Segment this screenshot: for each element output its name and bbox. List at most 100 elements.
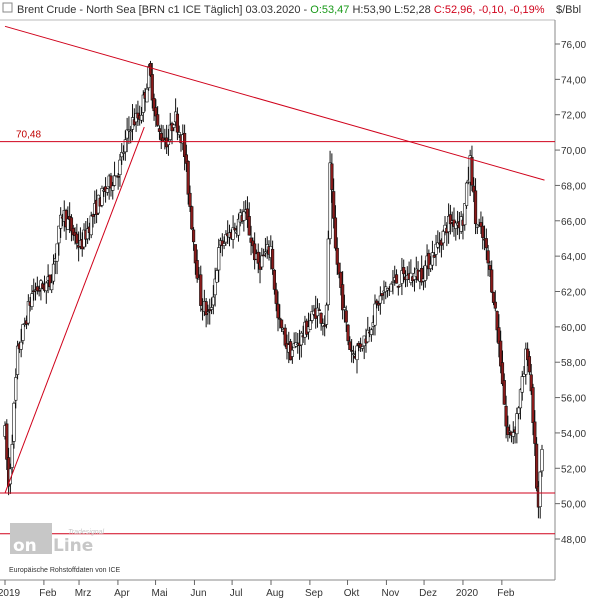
candle-body [5,423,9,460]
candle-body [111,185,115,191]
x-tick-label: 2020 [456,588,479,599]
y-tick-label: 50,00 [561,500,586,511]
candle-body [278,317,282,320]
candle-body [30,293,34,307]
candle-body [488,265,492,270]
candle-body [355,345,359,361]
candle-body [150,74,154,101]
candle-body [12,402,16,442]
x-tick-label: Apr [114,588,130,599]
logo-box [10,523,52,554]
candle-body [533,421,537,444]
header-checkbox[interactable] [2,2,13,13]
candle-body [10,444,14,468]
y-tick-label: 76,00 [561,40,586,51]
candle-body [378,295,382,304]
online-logo: on Line Tradesignal [10,523,105,556]
candle-body [57,225,61,244]
candle-body [139,114,144,121]
candle-body [233,228,237,231]
candle-body [481,225,485,238]
candle-body [118,159,122,176]
candle-body [538,471,542,507]
candle-body [15,345,20,375]
candle-body [540,449,544,472]
candle-body [274,289,278,304]
candle-body [199,274,203,306]
candle-body [182,132,187,157]
header: Brent Crude - North Sea [BRN c1 ICE Tägl… [2,2,581,16]
candle-body [112,175,117,186]
candle-body [44,282,48,292]
candle-body [423,264,427,281]
candle-body [470,156,474,186]
candle-body [504,405,508,427]
candle-body [191,229,196,243]
candle-body [394,274,399,284]
candle-body [256,251,260,264]
candle-body [350,350,354,352]
candle-body [186,160,190,195]
candle-body [315,307,320,317]
x-tick-label: Nov [382,588,400,599]
x-tick-label: Mai [151,588,167,599]
candle-body [529,374,533,392]
y-tick-label: 74,00 [561,75,586,86]
candle-body [473,190,478,225]
candle-body [157,128,162,132]
candle-body [242,211,246,221]
candle-body [206,311,210,314]
candle-body [290,349,294,357]
candle-body [375,300,379,304]
y-tick-label: 52,00 [561,464,586,475]
candle-body [109,175,113,189]
candle-body [491,292,496,303]
candle-body [121,152,126,154]
candle-body [105,188,109,193]
candle-body [172,124,176,128]
x-tick-label: Aug [266,588,284,599]
candle-body [432,255,436,258]
candle-body [500,362,505,385]
candle-body [55,243,59,262]
trendline [4,126,145,494]
candle-body [247,216,251,236]
x-tick-label: Jun [190,588,206,599]
candle-body [66,218,70,230]
candle-body [14,377,18,401]
candle-body [434,243,438,255]
plot-area: 70,48 [0,19,556,581]
candle-body [535,443,539,489]
candle-body [37,290,41,292]
x-tick-label: Jul [230,588,243,599]
y-tick-label: 72,00 [561,111,586,122]
candle-body [508,430,512,433]
source-note: Europäische Rohstoffdaten von ICE [9,567,120,574]
candle-body [520,376,524,393]
candle-body [341,284,345,311]
candle-body [129,130,133,133]
candle-body [493,301,497,309]
candle-body [486,250,490,264]
candle-body [260,255,264,268]
candle-body [222,243,226,246]
candle-body [195,260,199,279]
candle-body [262,254,266,257]
header-instrument: Brent Crude - North Sea [BRN c1 ICE Tägl… [17,4,301,16]
y-tick-label: 58,00 [561,358,586,369]
candle-body [89,215,93,236]
trendlines [4,25,545,494]
header-low: L:52,28 [394,4,431,16]
x-tick-label: 2019 [0,588,21,599]
candle-body [360,346,365,349]
candle-body [398,284,402,287]
candle-body [116,176,120,178]
candle-body [69,217,74,232]
candle-body [279,319,284,329]
candle-body [511,432,515,437]
candle-body [337,262,341,275]
candle-body [75,233,79,244]
candle-body [272,269,276,290]
candle-body [263,251,268,254]
candle-body [21,324,25,341]
